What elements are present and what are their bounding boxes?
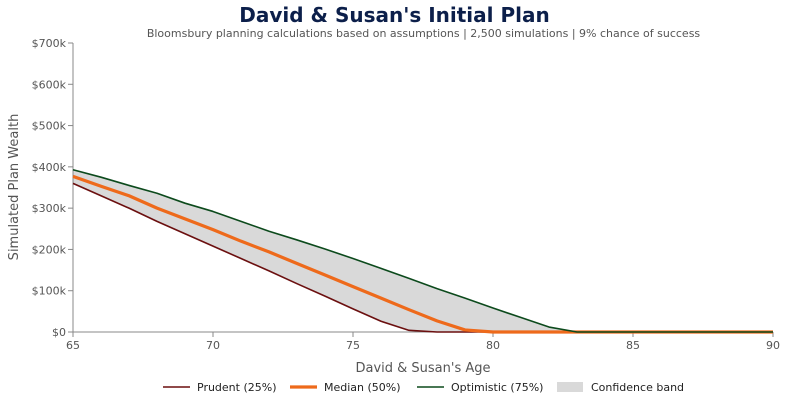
y-tick-label: $600k <box>32 78 67 91</box>
legend: Prudent (25%) Median (50%) Optimistic (75%… <box>163 381 684 394</box>
y-tick-label: $0 <box>52 326 66 339</box>
y-tick-label: $100k <box>32 285 67 298</box>
y-tick-label: $400k <box>32 161 67 174</box>
y-tick-label: $500k <box>32 120 67 133</box>
series-line-optimistic <box>72 168 773 333</box>
y-tick-label: $300k <box>32 202 67 215</box>
legend-label-median: Median (50%) <box>324 381 401 394</box>
series-line-median <box>72 174 773 334</box>
chart-title: David & Susan's Initial Plan <box>239 3 550 27</box>
legend-label-optimistic: Optimistic (75%) <box>451 381 543 394</box>
y-tick-label: $700k <box>32 37 67 50</box>
x-tick-label: 75 <box>346 339 360 352</box>
legend-label-confidence: Confidence band <box>591 381 684 394</box>
x-axis-title: David & Susan's Age <box>355 361 490 376</box>
y-axis-title: Simulated Plan Wealth <box>7 114 22 261</box>
chart-subtitle: Bloomsbury planning calculations based o… <box>146 27 701 40</box>
series-line-prudent <box>72 182 773 333</box>
x-tick-label: 90 <box>766 339 780 352</box>
x-tick-label: 70 <box>206 339 220 352</box>
tick-layer: $0 $100k $200k $300k $400k $500k $600k $700k 65 7… <box>32 37 780 352</box>
series-lines <box>72 168 773 334</box>
confidence-band <box>73 169 773 332</box>
x-tick-label: 80 <box>486 339 500 352</box>
legend-label-prudent: Prudent (25%) <box>197 381 277 394</box>
legend-swatch-confidence <box>557 382 583 392</box>
x-tick-label: 85 <box>626 339 640 352</box>
x-tick-label: 65 <box>66 339 80 352</box>
confidence-band-layer <box>73 169 773 332</box>
y-tick-label: $200k <box>32 243 67 256</box>
